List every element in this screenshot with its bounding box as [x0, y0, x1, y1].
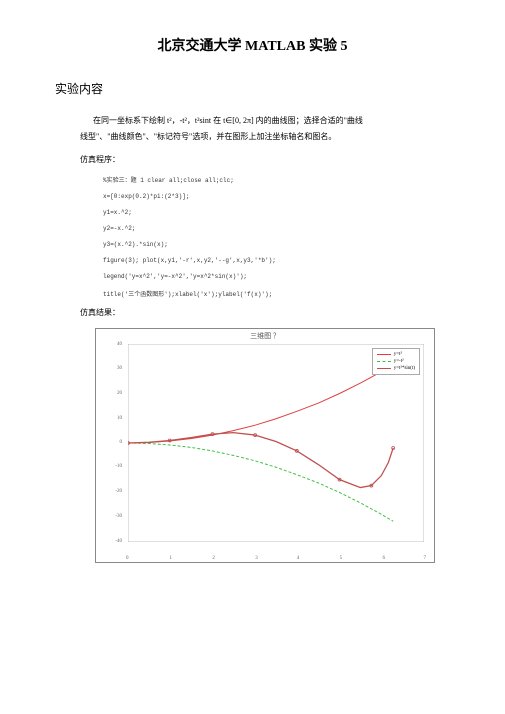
x-tick: 0: [126, 556, 129, 561]
code-line: figure(3); plot(x,y1,'-r',x,y2,'--g',x,y…: [103, 257, 450, 264]
legend-line-icon: [377, 354, 391, 355]
legend-label: y=t²: [394, 351, 402, 358]
title-prefix: 北京交通大学: [158, 39, 246, 54]
x-tick: 1: [169, 556, 172, 561]
y-tick: -40: [115, 539, 122, 544]
plot-area: y=t² y=-t² y=t²*sin(t): [128, 344, 424, 542]
chart-container: 三维图 ？ 40 30 20 10 0 -10 -20 -30 -40 0 1 …: [95, 328, 435, 563]
y-axis-labels: 40 30 20 10 0 -10 -20 -30 -40: [98, 344, 124, 542]
x-tick: 2: [212, 556, 215, 561]
legend-label: y=-t²: [394, 358, 404, 365]
x-tick: 7: [424, 556, 427, 561]
page-title: 北京交通大学 MATLAB 实验 5: [55, 35, 450, 55]
label-program: 仿真程序：: [80, 154, 450, 165]
y-tick: -30: [115, 514, 122, 519]
label-result: 仿真结果：: [80, 307, 450, 318]
chart-title: 三维图 ？: [96, 331, 434, 341]
code-line: y3=(x.^2).*sin(x);: [103, 241, 450, 248]
x-tick: 5: [340, 556, 343, 561]
chart-legend: y=t² y=-t² y=t²*sin(t): [372, 348, 420, 375]
code-line: %实验三：题 1 clear all;close all;clc;: [103, 175, 450, 184]
y-tick: 40: [117, 342, 122, 347]
code-line: legend('y=x^2','y=-x^2','y=x^2*sin(x)');: [103, 273, 450, 280]
x-tick: 4: [297, 556, 300, 561]
paragraph-1: 在同一坐标系下绘制 t²，-t²，t²sint 在 t∈[0, 2π] 内的曲线…: [93, 115, 450, 128]
x-tick: 3: [255, 556, 258, 561]
paragraph-2: 线型"、"曲线颜色"、"标记符号"选项，并在图形上加注坐标轴名和图名。: [80, 131, 450, 144]
legend-item: y=t²: [377, 351, 415, 358]
legend-item: y=-t²: [377, 358, 415, 365]
x-tick: 6: [383, 556, 386, 561]
y-tick: 0: [120, 440, 123, 445]
code-line: x=[0:exp(0.2)*pi:(2*3)];: [103, 193, 450, 200]
legend-label: y=t²*sin(t): [394, 365, 415, 372]
legend-item: y=t²*sin(t): [377, 365, 415, 372]
code-line: title('三个函数图形');xlabel('x');ylabel('f(x)…: [103, 289, 450, 298]
y-tick: 30: [117, 366, 122, 371]
y-tick: 10: [117, 416, 122, 421]
title-suffix: 实验 5: [305, 39, 347, 54]
legend-line-icon: [377, 361, 391, 362]
y-tick: -20: [115, 489, 122, 494]
y-tick: -10: [115, 464, 122, 469]
y-tick: 20: [117, 391, 122, 396]
legend-line-icon: [377, 368, 391, 369]
section-heading: 实验内容: [55, 80, 450, 97]
code-line: y2=-x.^2;: [103, 225, 450, 232]
code-line: y1=x.^2;: [103, 209, 450, 216]
title-matlab: MATLAB: [245, 39, 305, 54]
